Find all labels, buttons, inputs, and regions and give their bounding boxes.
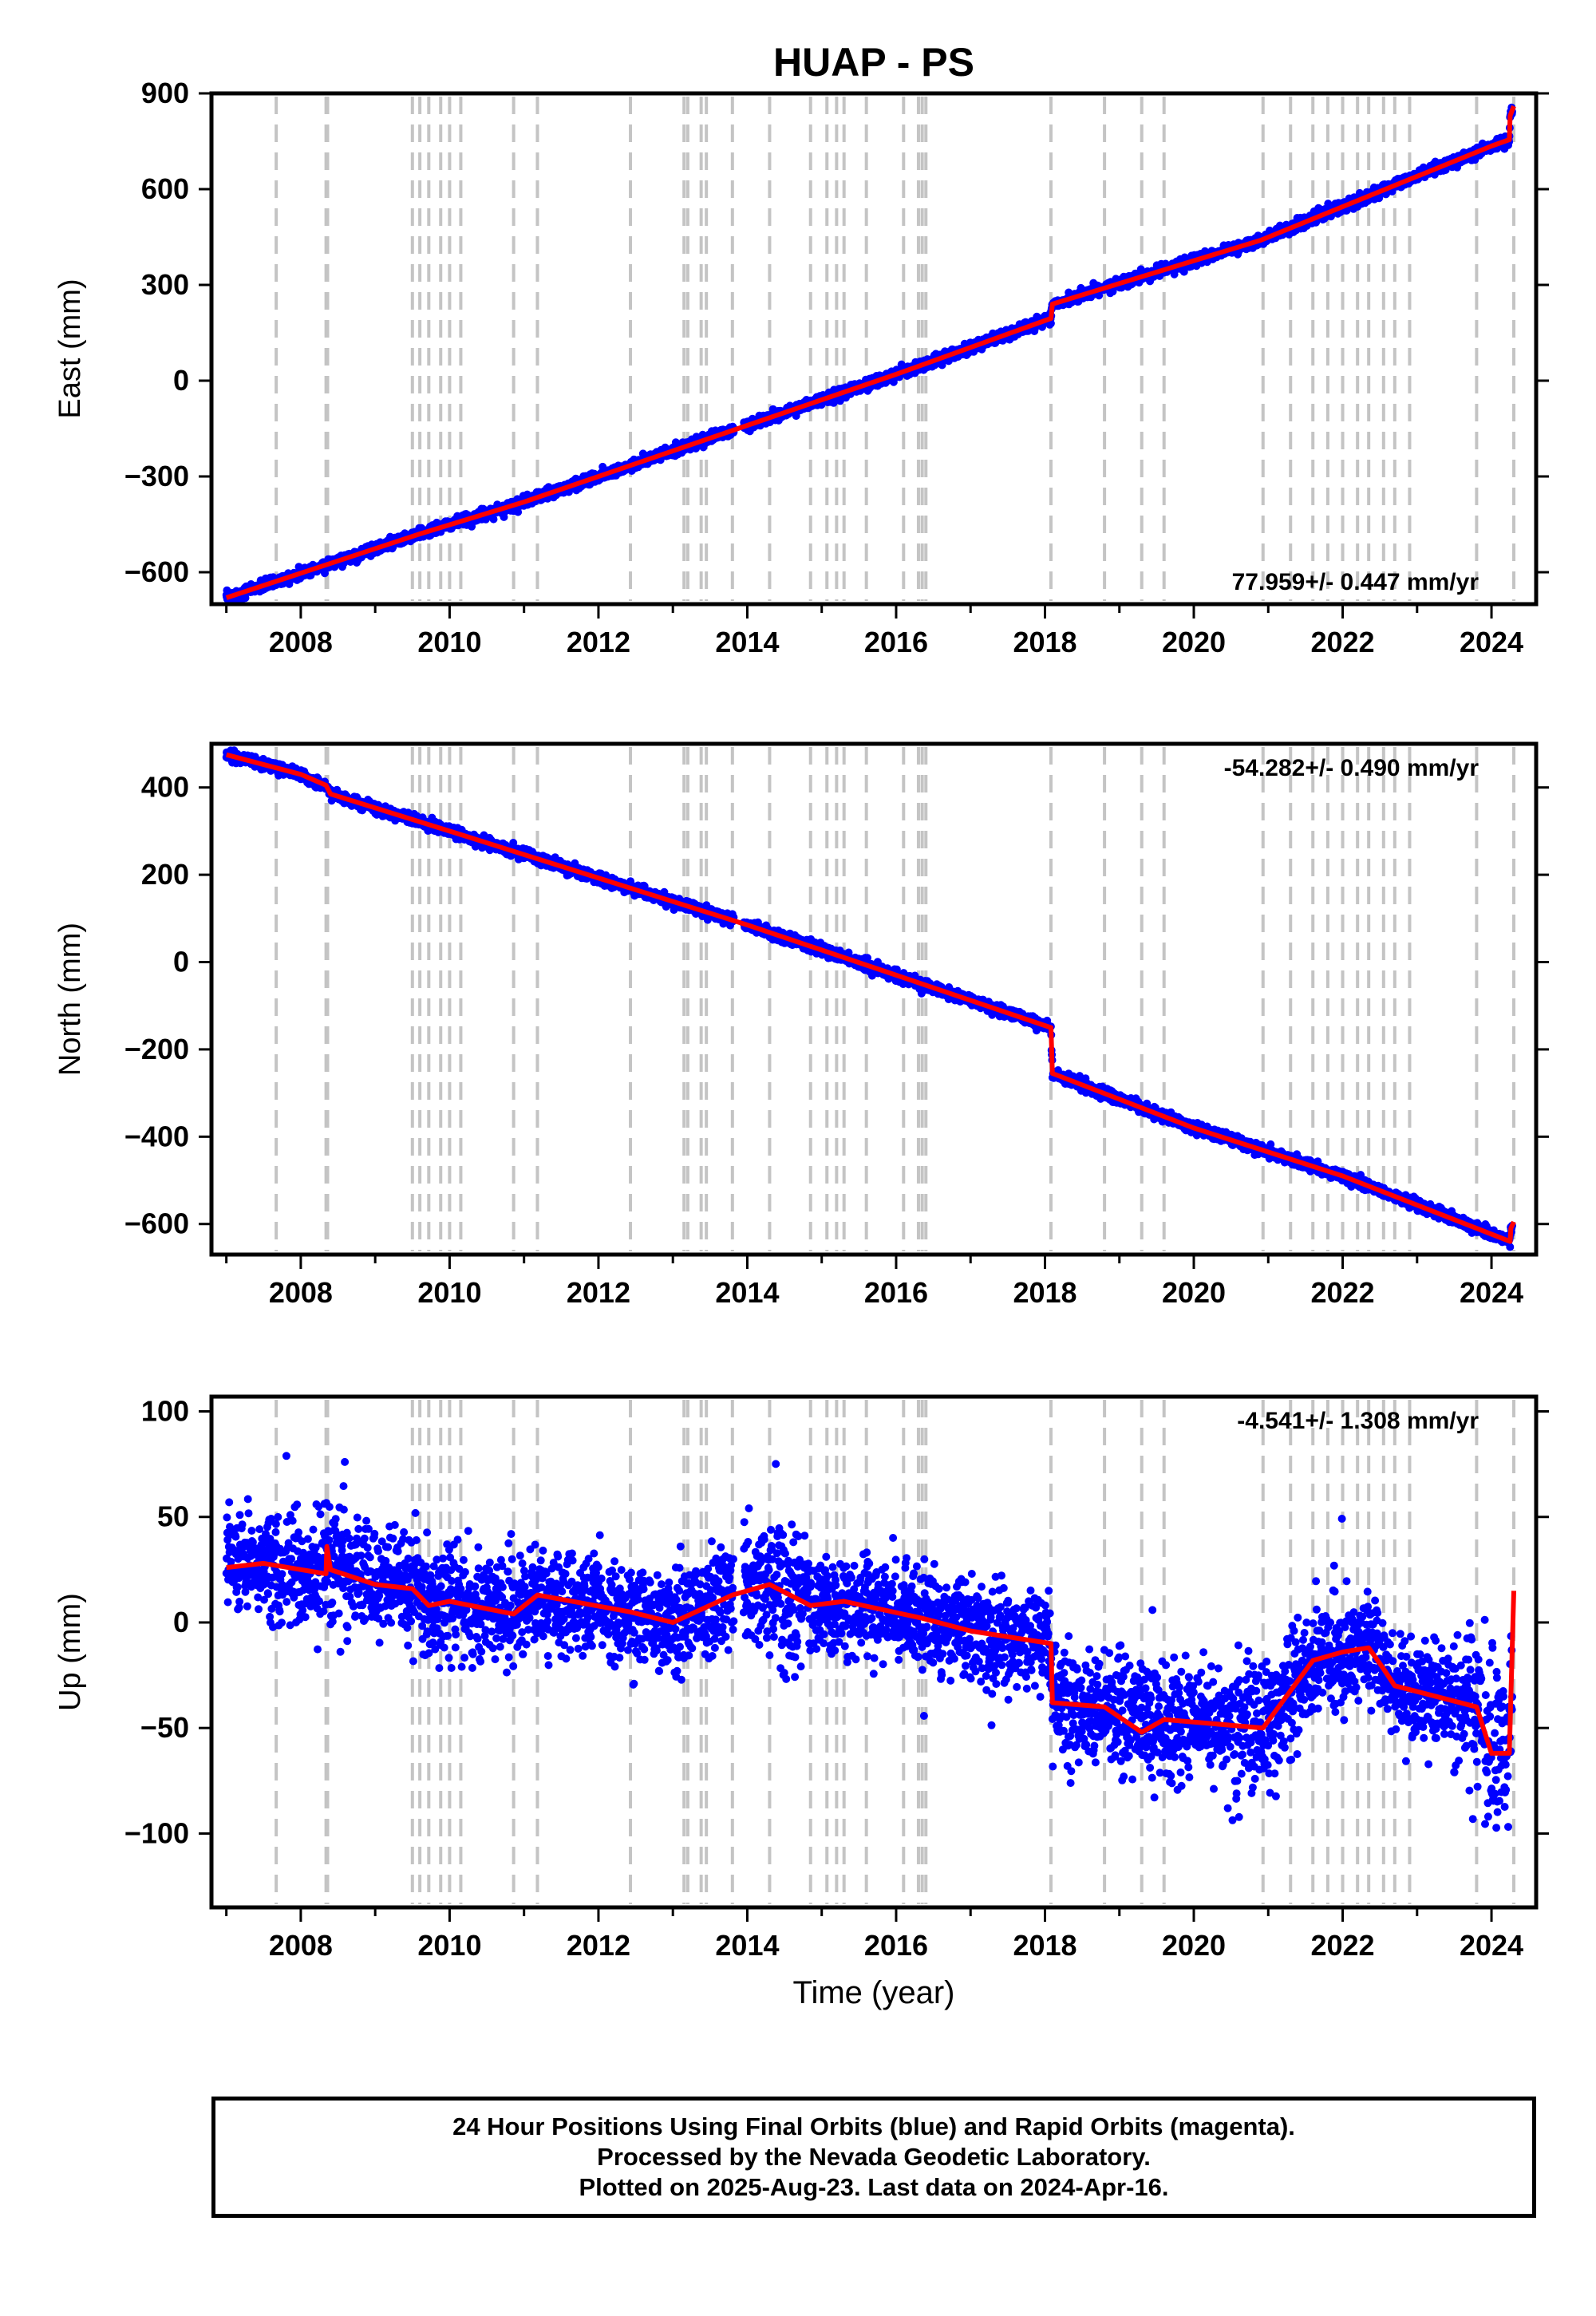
x-tick-label: 2022 [1310, 1276, 1374, 1309]
x-tick-label: 2016 [864, 626, 928, 658]
figure-title: HUAP - PS [773, 40, 974, 85]
x-tick-label: 2020 [1162, 1929, 1226, 1962]
footer-line-1: 24 Hour Positions Using Final Orbits (bl… [452, 2112, 1295, 2140]
y-tick-label: 0 [173, 364, 189, 397]
data-points [222, 746, 1517, 1251]
y-tick-label: −300 [124, 460, 189, 492]
position-dots [222, 103, 1516, 604]
y-tick-label: −200 [124, 1033, 189, 1065]
model-line [225, 752, 1516, 1244]
rate-label: -4.541+/- 1.308 mm/yr [1237, 1408, 1479, 1434]
data-points [222, 1452, 1517, 1832]
x-tick-label: 2024 [1460, 1929, 1523, 1962]
x-axis: 2008 2010 2012 2014 2016 2018 2020 2022 2024 [225, 1256, 1523, 1309]
y-tick-label: 200 [141, 858, 189, 891]
plot-frame [209, 91, 1539, 607]
position-dots [222, 746, 1517, 1251]
x-tick-label: 2018 [1013, 626, 1077, 658]
y-tick-label: 300 [141, 268, 189, 301]
panel-up: 2008 2010 2012 2014 2016 2018 2020 2022 2024 −100… [53, 1394, 1549, 1962]
x-tick-label: 2014 [715, 626, 779, 658]
x-tick-label: 2010 [417, 1276, 481, 1309]
equipment-change-lines [275, 97, 1516, 601]
x-tick-label: 2010 [417, 1929, 481, 1962]
x-tick-label: 2008 [269, 626, 333, 658]
y-axis-label: East (mm) [53, 279, 87, 418]
footer-line-3: Plotted on 2025-Aug-23. Last data on 202… [579, 2173, 1169, 2201]
y-axis: −100 −50 0 50 100 [124, 1395, 1549, 1849]
x-tick-label: 2014 [715, 1929, 779, 1962]
plot-frame [209, 1394, 1539, 1910]
panel-east: 2008 2010 2012 2014 2016 2018 2020 2022 2024 −600… [53, 77, 1549, 658]
x-tick-label: 2022 [1310, 1929, 1374, 1962]
x-tick-label: 2012 [567, 1276, 630, 1309]
x-tick-label: 2024 [1460, 626, 1523, 658]
x-axis: 2008 2010 2012 2014 2016 2018 2020 2022 2024 [225, 606, 1523, 658]
x-tick-label: 2020 [1162, 1276, 1226, 1309]
x-tick-label: 2016 [864, 1276, 928, 1309]
y-tick-label: −100 [124, 1816, 189, 1849]
panel-north: 2008 2010 2012 2014 2016 2018 2020 2022 2024 −600… [53, 741, 1549, 1309]
y-tick-label: 0 [173, 946, 189, 978]
x-tick-label: 2018 [1013, 1929, 1077, 1962]
y-axis-label: Up (mm) [53, 1593, 87, 1711]
y-axis: −600 −300 0 300 600 900 [124, 77, 1549, 588]
x-tick-label: 2010 [417, 626, 481, 658]
y-tick-label: 900 [141, 77, 189, 109]
x-tick-label: 2008 [269, 1929, 333, 1962]
x-axis-label: Time (year) [793, 1975, 955, 2010]
model-line [226, 1543, 1516, 1756]
y-axis: −600 −400 −200 0 200 400 [124, 771, 1549, 1240]
x-tick-label: 2016 [864, 1929, 928, 1962]
data-points [222, 103, 1516, 604]
y-tick-label: 0 [173, 1606, 189, 1638]
x-tick-label: 2008 [269, 1276, 333, 1309]
x-axis: 2008 2010 2012 2014 2016 2018 2020 2022 2024 [225, 1909, 1523, 1962]
y-tick-label: 400 [141, 771, 189, 804]
y-axis-label: North (mm) [53, 923, 87, 1076]
position-dots [222, 1452, 1517, 1832]
plot-frame [209, 741, 1539, 1257]
x-tick-label: 2020 [1162, 626, 1226, 658]
y-tick-label: 600 [141, 172, 189, 205]
y-tick-label: −600 [124, 555, 189, 588]
rate-label: 77.959+/- 0.447 mm/yr [1232, 569, 1479, 595]
y-tick-label: −600 [124, 1207, 189, 1240]
x-tick-label: 2012 [567, 626, 630, 658]
y-tick-label: −50 [140, 1711, 189, 1744]
y-tick-label: 100 [141, 1395, 189, 1428]
x-tick-label: 2024 [1460, 1276, 1523, 1309]
y-tick-label: 50 [157, 1500, 189, 1533]
y-tick-label: −400 [124, 1120, 189, 1152]
model-line [225, 105, 1516, 600]
x-tick-label: 2018 [1013, 1276, 1077, 1309]
x-tick-label: 2014 [715, 1276, 779, 1309]
footer-box: 24 Hour Positions Using Final Orbits (bl… [211, 2097, 1536, 2218]
x-tick-label: 2022 [1310, 626, 1374, 658]
rate-label: -54.282+/- 0.490 mm/yr [1224, 755, 1479, 781]
footer-line-2: Processed by the Nevada Geodetic Laborat… [597, 2143, 1151, 2171]
x-tick-label: 2012 [567, 1929, 630, 1962]
